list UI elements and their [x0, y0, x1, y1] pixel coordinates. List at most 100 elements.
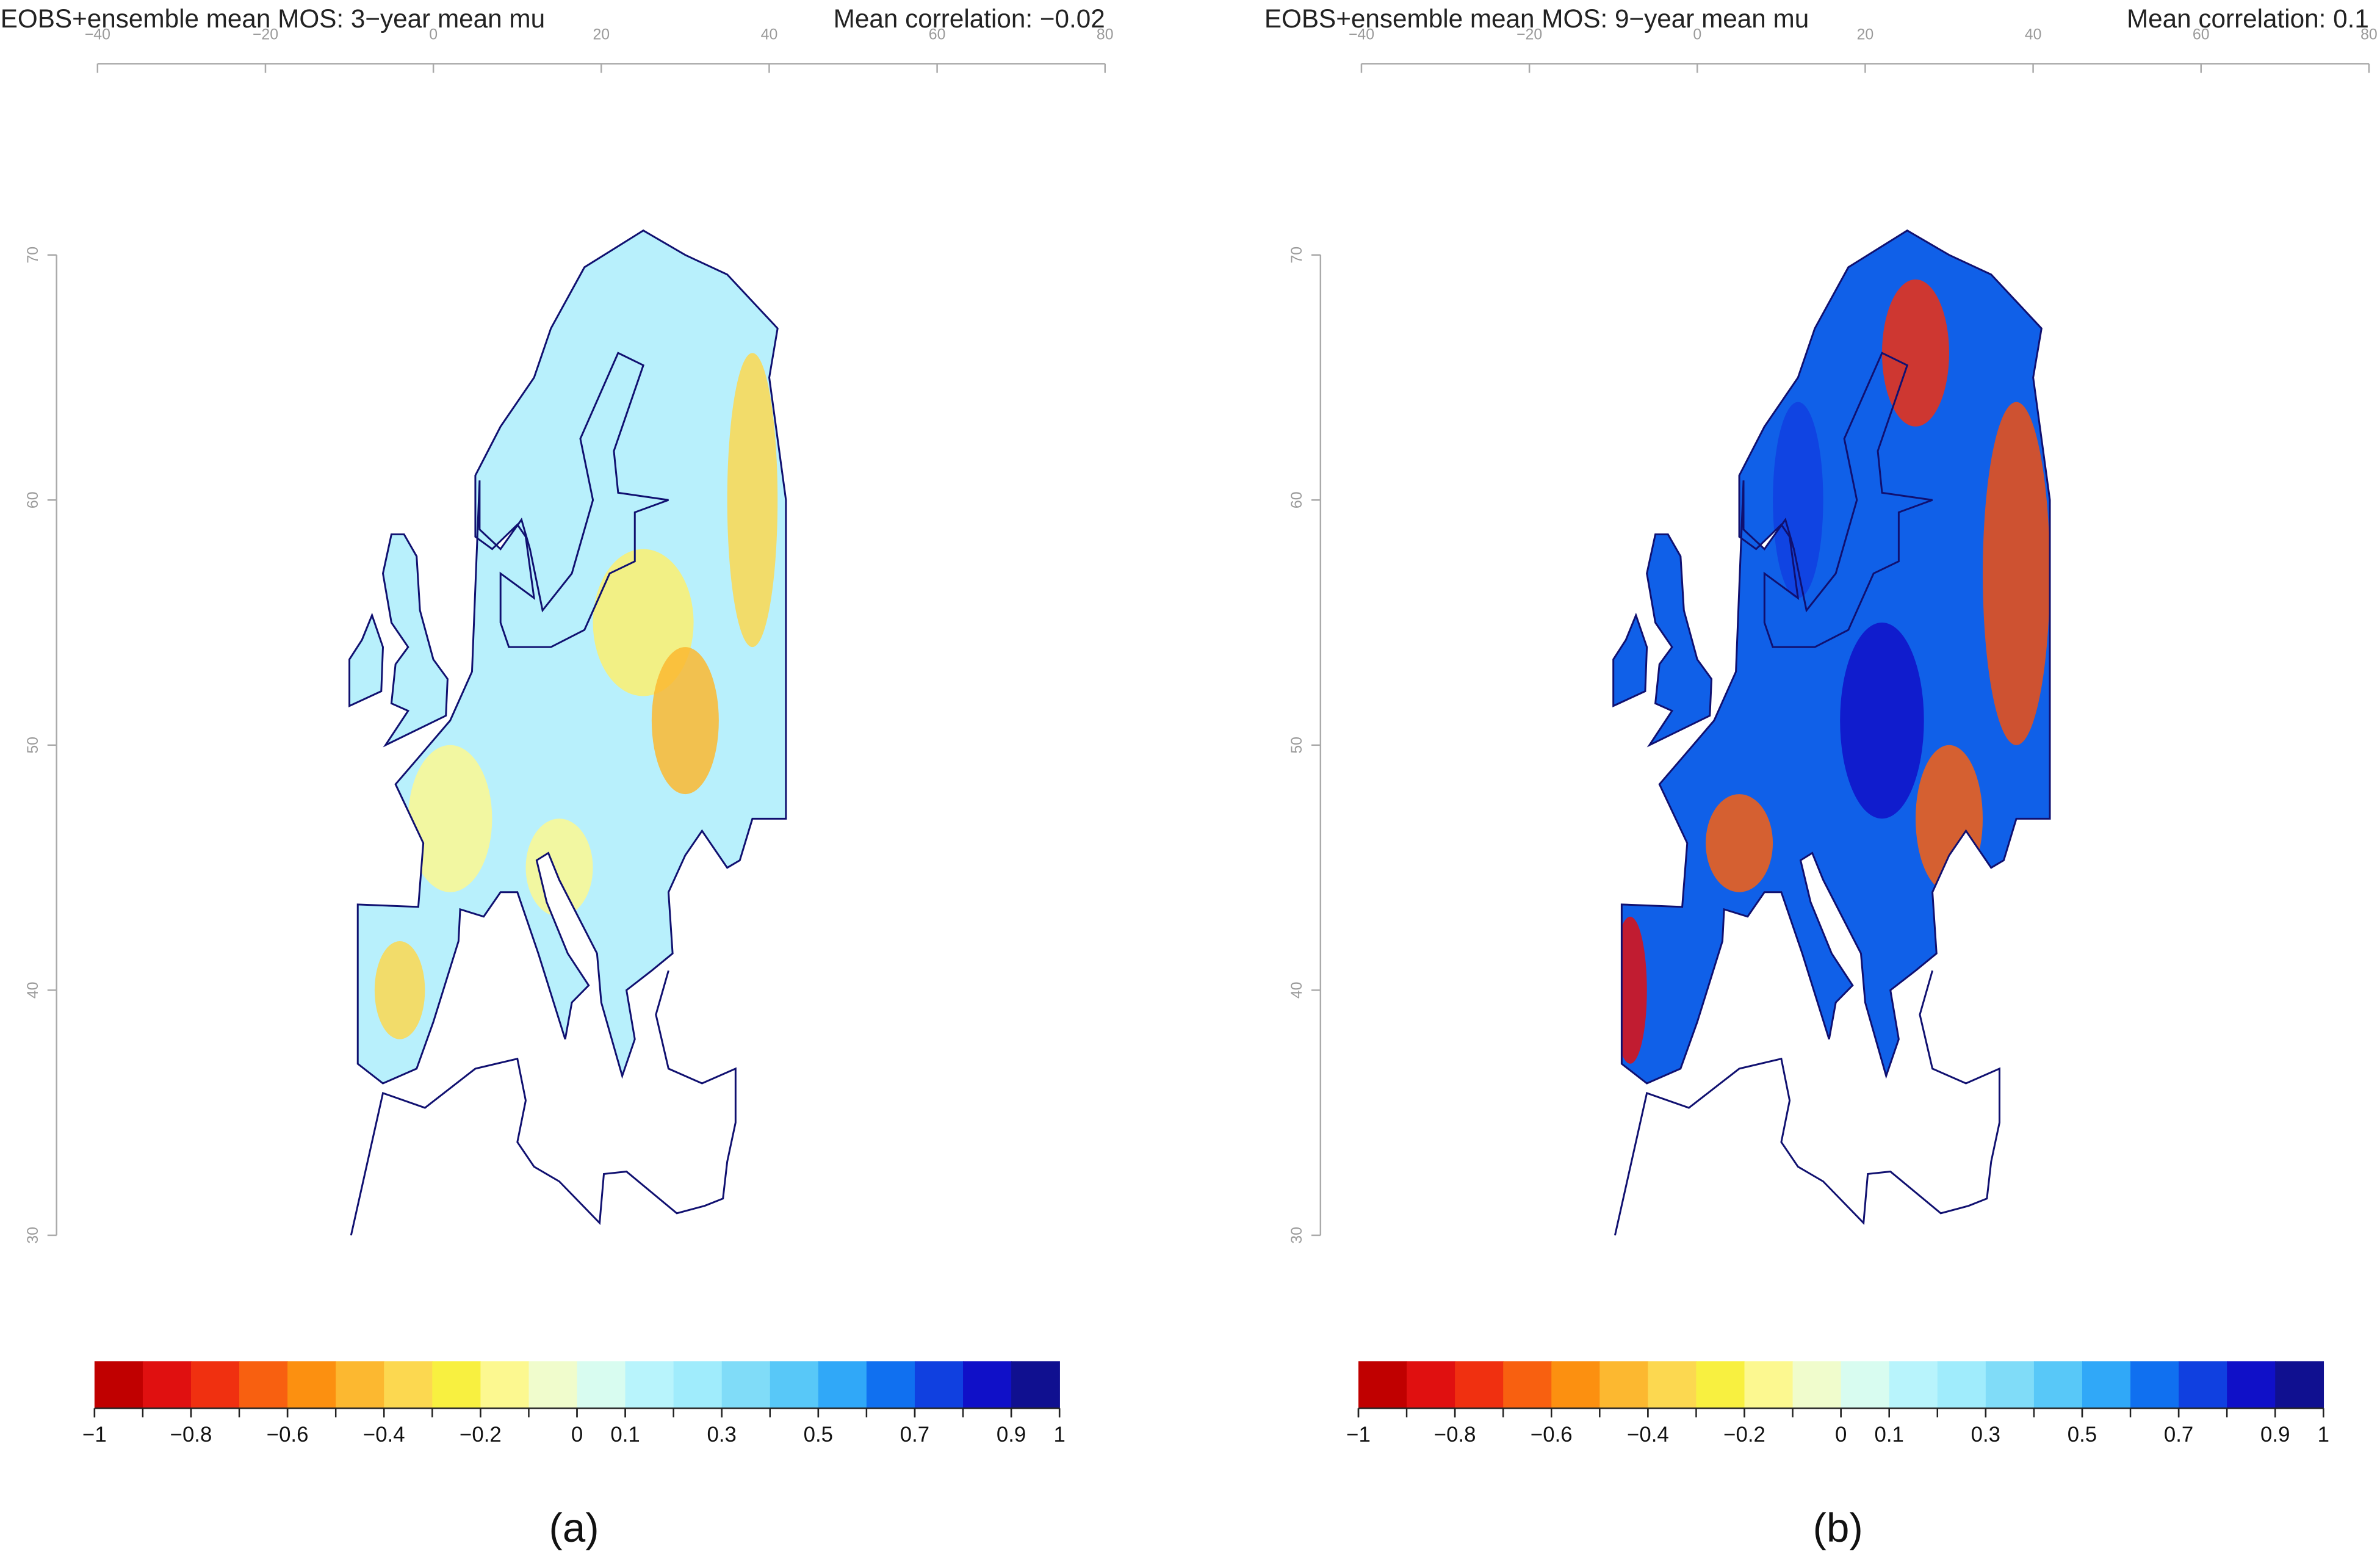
colorbar-bin — [1551, 1361, 1601, 1409]
colorbar-tick-label: −0.2 — [460, 1423, 502, 1447]
x-tick-label: 40 — [2025, 26, 2042, 43]
colorbar-bin — [2082, 1361, 2131, 1409]
field-patch — [1840, 623, 1924, 819]
colorbar-tick-label: −1 — [1346, 1423, 1371, 1447]
panel: EOBS+ensemble mean MOS: 9−year mean mu Me… — [1264, 4, 2378, 1551]
colorbar-bin — [2179, 1361, 2227, 1409]
colorbar-bin — [1985, 1361, 2035, 1409]
colorbar-tick-label: −0.6 — [267, 1423, 309, 1447]
x-tick-label: 0 — [429, 26, 438, 43]
y-tick-label: 60 — [1288, 491, 1305, 508]
colorbar-bin — [1841, 1361, 1890, 1409]
colorbar-bin — [1744, 1361, 1794, 1409]
y-tick-label: 60 — [24, 491, 41, 508]
colorbar-tick-label: −0.4 — [1627, 1423, 1669, 1447]
field-patch — [1916, 745, 1983, 892]
colorbar-bin — [1792, 1361, 1842, 1409]
colorbar-bin — [2275, 1361, 2324, 1409]
colorbar-bin — [432, 1361, 481, 1409]
field-patch — [727, 353, 778, 648]
colorbar-tick-label: 0.3 — [1971, 1423, 2000, 1447]
x-tick-label: 80 — [1097, 26, 1114, 43]
colorbar-tick-label: 0.3 — [707, 1423, 737, 1447]
panel-label: (a) — [549, 1505, 599, 1551]
panel-title: EOBS+ensemble mean MOS: 9−year mean mu — [1264, 4, 1809, 33]
colorbar-tick-label: 0.5 — [804, 1423, 833, 1447]
colorbar-tick-label: −0.4 — [363, 1423, 405, 1447]
colorbar-bin — [1011, 1361, 1060, 1409]
x-tick-label: −40 — [1349, 26, 1374, 43]
coastline — [1620, 229, 2051, 1085]
colorbar-bin — [1358, 1361, 1407, 1409]
colorbar-bin — [1937, 1361, 1986, 1409]
panel: EOBS+ensemble mean MOS: 3−year mean mu Me… — [1, 4, 1114, 1551]
y-tick-label: 70 — [24, 247, 41, 264]
coastline — [356, 229, 787, 1085]
colorbar-bin — [963, 1361, 1012, 1409]
colorbar-bin — [1889, 1361, 1938, 1409]
x-tick-label: 20 — [1857, 26, 1874, 43]
colorbar-bin — [142, 1361, 192, 1409]
colorbar-bin — [1696, 1361, 1745, 1409]
field-patch — [1621, 916, 1647, 1064]
field-patch — [651, 647, 719, 795]
colorbar-tick-label: −0.8 — [1434, 1423, 1476, 1447]
colorbar-bin — [1648, 1361, 1697, 1409]
field-patch — [1983, 402, 2050, 745]
colorbar-tick-label: 0.5 — [2068, 1423, 2097, 1447]
colorbar-tick-label: 0.7 — [2164, 1423, 2193, 1447]
x-tick-label: 60 — [929, 26, 946, 43]
colorbar-bin — [94, 1361, 143, 1409]
y-tick-label: 30 — [1288, 1227, 1305, 1244]
colorbar-tick-label: 0.1 — [610, 1423, 640, 1447]
ireland — [1612, 612, 1648, 707]
x-tick-label: 20 — [593, 26, 610, 43]
field-patch — [1881, 279, 1949, 427]
colorbar-tick-label: 1 — [2318, 1423, 2329, 1447]
colorbar-bin — [818, 1361, 867, 1409]
x-tick-label: 40 — [761, 26, 778, 43]
colorbar-bin — [1455, 1361, 1504, 1409]
colorbar-bin — [866, 1361, 915, 1409]
colorbar-bin — [770, 1361, 819, 1409]
y-tick-label: 70 — [1288, 247, 1305, 264]
field-patches — [374, 353, 778, 1039]
colorbar-bin — [2033, 1361, 2083, 1409]
colorbar-bin — [2130, 1361, 2179, 1409]
colorbar-bin — [480, 1361, 530, 1409]
colorbar-bin — [625, 1361, 674, 1409]
colorbar-bin — [2227, 1361, 2276, 1409]
colorbar-tick-label: 1 — [1053, 1423, 1065, 1447]
colorbar-tick-label: 0.9 — [997, 1423, 1026, 1447]
y-tick-label: 40 — [24, 982, 41, 999]
colorbar-bin — [1503, 1361, 1552, 1409]
ireland — [348, 612, 384, 707]
colorbar-bin — [721, 1361, 771, 1409]
colorbar-bin — [190, 1361, 240, 1409]
coastline-africa — [1614, 970, 2000, 1236]
colorbar-tick-label: −1 — [82, 1423, 107, 1447]
panel-title: EOBS+ensemble mean MOS: 3−year mean mu — [1, 4, 545, 33]
colorbar-bin — [577, 1361, 626, 1409]
y-tick-label: 50 — [1288, 737, 1305, 754]
colorbar-tick-label: −0.2 — [1723, 1423, 1765, 1447]
y-tick-label: 40 — [1288, 982, 1305, 999]
colorbar-tick-label: −0.8 — [170, 1423, 212, 1447]
colorbar-bin — [673, 1361, 723, 1409]
panel-label: (b) — [1813, 1505, 1863, 1551]
colorbar-tick-label: 0.7 — [900, 1423, 929, 1447]
uk — [1646, 533, 1713, 748]
colorbar-bin — [239, 1361, 288, 1409]
colorbar-bin — [1407, 1361, 1455, 1409]
coastline-africa — [350, 970, 737, 1236]
field-patch — [1773, 402, 1823, 598]
x-tick-label: −40 — [85, 26, 110, 43]
colorbar-bin — [914, 1361, 964, 1409]
field-patches — [1621, 279, 2050, 1064]
field-patch — [408, 745, 492, 892]
mean-correlation: Mean correlation: −0.02 — [834, 4, 1105, 33]
x-tick-label: 0 — [1693, 26, 1701, 43]
colorbar-bin — [1599, 1361, 1649, 1409]
